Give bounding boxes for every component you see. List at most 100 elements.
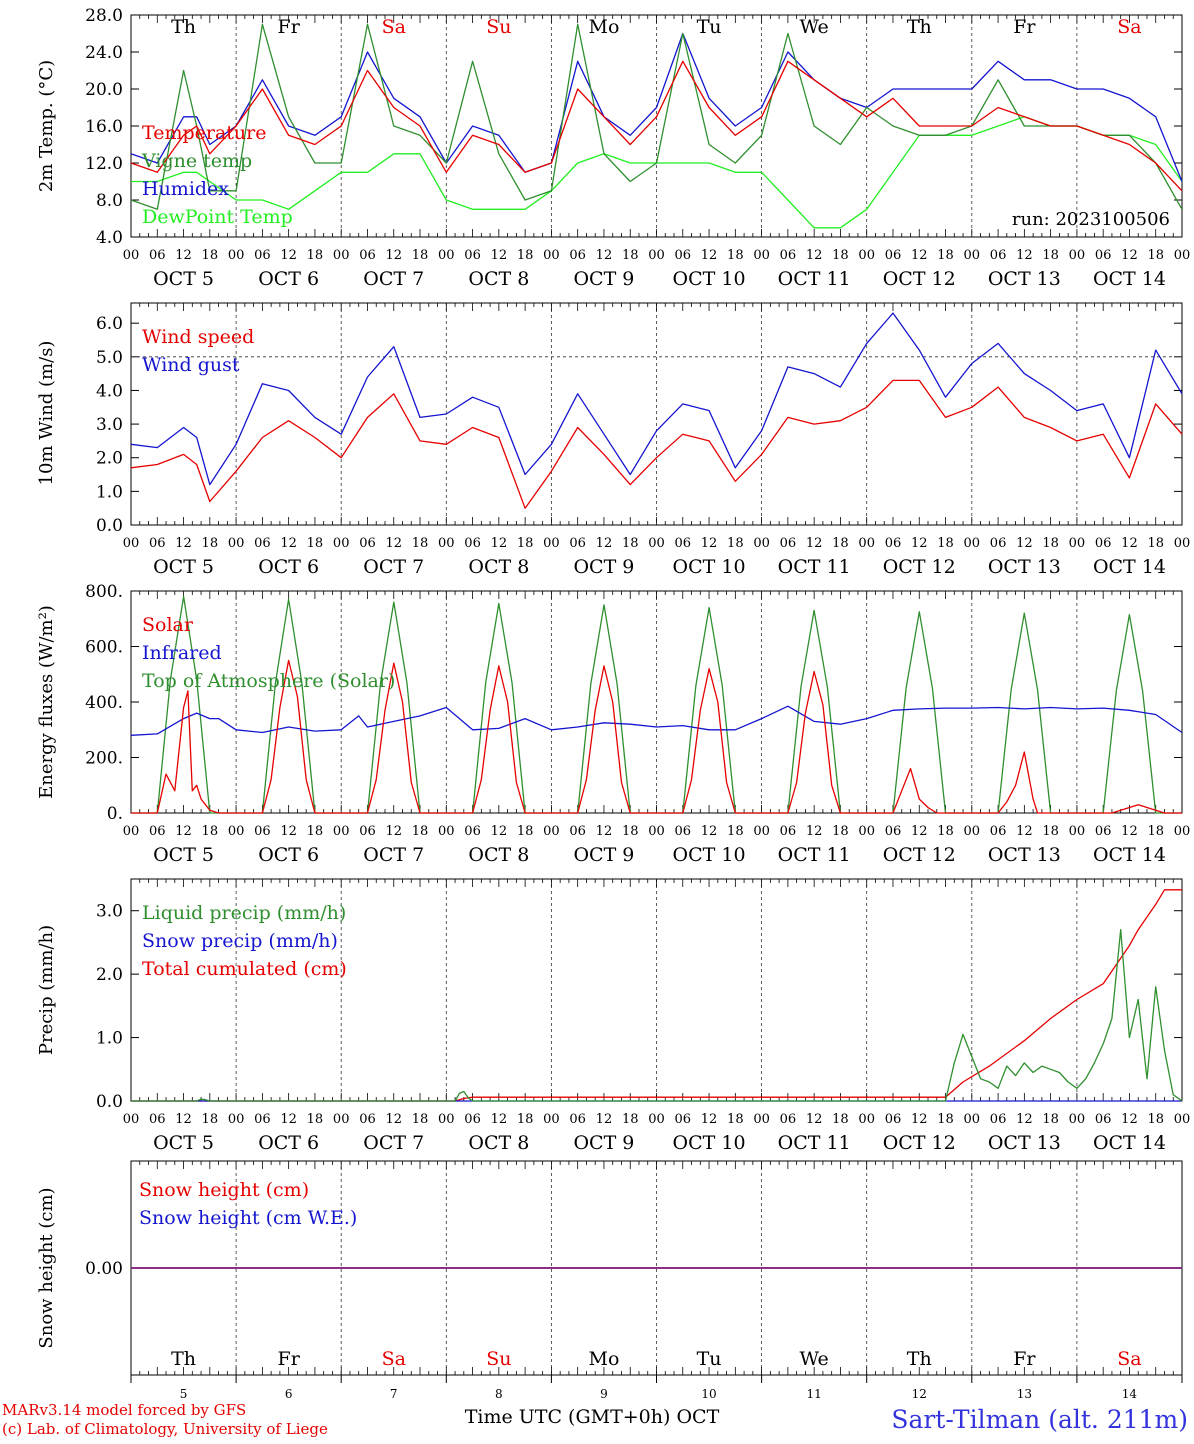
hour-tick-label: 06 [780, 248, 797, 263]
date-label: OCT 14 [1093, 268, 1166, 290]
legend-entry: Snow height (cm W.E.) [139, 1207, 357, 1229]
hour-tick-label: 12 [280, 824, 297, 839]
hour-tick-label: 00 [1069, 248, 1086, 263]
hour-tick-label: 06 [1095, 536, 1112, 551]
hour-tick-label: 06 [780, 536, 797, 551]
day-letter-top: Fr [1013, 16, 1036, 38]
day-letter-bottom: Sa [382, 1348, 406, 1370]
panel-1-ytick-label: 28.0 [85, 6, 123, 26]
panel-4-ytick-label: 1.0 [96, 1029, 123, 1049]
series-line-wind-speed [130, 379, 1183, 509]
hour-tick-label: 00 [543, 824, 560, 839]
day-letter-bottom: Su [486, 1348, 511, 1370]
hour-tick-label: 00 [123, 248, 140, 263]
hour-tick-label: 00 [543, 536, 560, 551]
day-letter-top: Sa [382, 16, 406, 38]
panel-5-ytick-label: 0.00 [85, 1259, 123, 1279]
hour-tick-label: 18 [517, 248, 534, 263]
hour-tick-label: 18 [832, 1112, 849, 1127]
hour-tick-label: 18 [412, 1112, 429, 1127]
hour-tick-label: 18 [1147, 824, 1164, 839]
date-label: OCT 10 [673, 1132, 746, 1154]
panel-1-ytick-label: 12.0 [85, 154, 123, 174]
hour-tick-label: 12 [1016, 824, 1033, 839]
hour-tick-label: 06 [254, 1112, 271, 1127]
hour-tick-label: 12 [911, 536, 928, 551]
station-name: Sart-Tilman (alt. 211m) [891, 1405, 1188, 1434]
hour-tick-label: 12 [806, 1112, 823, 1127]
hour-tick-label: 06 [149, 248, 166, 263]
hour-tick-label: 18 [307, 248, 324, 263]
hour-tick-label: 12 [911, 824, 928, 839]
hour-tick-label: 00 [123, 536, 140, 551]
day-letter-bottom: Fr [278, 1348, 301, 1370]
hour-tick-label: 00 [648, 1112, 665, 1127]
hour-tick-label: 12 [385, 824, 402, 839]
date-label: OCT 5 [153, 268, 214, 290]
day-letter-top: Tu [697, 16, 722, 38]
bottom-day-number: 10 [701, 1387, 716, 1401]
day-letter-top: Mo [588, 16, 619, 38]
hour-tick-label: 00 [1069, 824, 1086, 839]
hour-tick-label: 18 [202, 1112, 219, 1127]
day-letter-bottom: Sa [1117, 1348, 1141, 1370]
legend-entry: Snow precip (mm/h) [142, 930, 338, 952]
day-letter-bottom: Mo [588, 1348, 619, 1370]
hour-tick-label: 12 [175, 536, 192, 551]
date-label: OCT 14 [1093, 556, 1166, 578]
date-label: OCT 13 [988, 556, 1061, 578]
series-line-total-cumulated-cm- [131, 889, 1182, 1102]
legend-entry: Infrared [142, 642, 222, 664]
bottom-day-number: 11 [807, 1387, 822, 1401]
hour-tick-label: 12 [1121, 536, 1138, 551]
hour-tick-label: 12 [175, 1112, 192, 1127]
day-letter-bottom: Th [171, 1348, 196, 1370]
hour-tick-label: 00 [964, 824, 981, 839]
hour-tick-label: 06 [675, 248, 692, 263]
hour-tick-label: 18 [1042, 1112, 1059, 1127]
date-label: OCT 7 [363, 268, 424, 290]
legend-entry: Humidex [142, 178, 229, 200]
panel-2-ytick-label: 4.0 [96, 381, 123, 401]
legend-entry: Solar [142, 614, 194, 636]
hour-tick-label: 18 [727, 248, 744, 263]
day-letter-top: We [800, 16, 829, 38]
date-label: OCT 6 [258, 844, 319, 866]
hour-tick-label: 06 [990, 536, 1007, 551]
hour-tick-label: 00 [858, 824, 875, 839]
hour-tick-label: 12 [280, 248, 297, 263]
hour-tick-label: 18 [1042, 248, 1059, 263]
date-label: OCT 12 [883, 1132, 956, 1154]
panel-3-ytick-label: 400. [85, 693, 123, 713]
hour-tick-label: 06 [464, 824, 481, 839]
hour-tick-label: 06 [569, 536, 586, 551]
hour-tick-label: 00 [438, 1112, 455, 1127]
hour-tick-label: 18 [622, 824, 639, 839]
hour-tick-label: 06 [464, 536, 481, 551]
panel-2-ytick-label: 0.0 [96, 516, 123, 536]
hour-tick-label: 00 [1174, 1112, 1191, 1127]
hour-tick-label: 12 [596, 824, 613, 839]
hour-tick-label: 00 [438, 536, 455, 551]
hour-tick-label: 06 [359, 824, 376, 839]
day-letter-top: Th [907, 16, 932, 38]
panel-3-ytick-label: 600. [85, 638, 123, 658]
hour-tick-label: 06 [1095, 248, 1112, 263]
hour-tick-label: 00 [753, 824, 770, 839]
date-label: OCT 11 [778, 1132, 851, 1154]
series-line-solar [131, 659, 1182, 814]
hour-tick-label: 18 [412, 248, 429, 263]
hour-tick-label: 18 [622, 536, 639, 551]
hour-tick-label: 06 [254, 536, 271, 551]
series-line-dewpoint-temp [131, 116, 1183, 229]
panel-4-ylabel: Precip (mm/h) [36, 925, 57, 1055]
x-axis-title: Time UTC (GMT+0h) OCT [465, 1406, 720, 1428]
hour-tick-label: 12 [701, 824, 718, 839]
hour-tick-label: 00 [964, 248, 981, 263]
hour-tick-label: 00 [648, 824, 665, 839]
date-label: OCT 9 [573, 844, 634, 866]
panel-3-ylabel: Energy fluxes (W/m²) [36, 605, 57, 799]
hour-tick-label: 12 [491, 248, 508, 263]
date-label: OCT 9 [573, 268, 634, 290]
hour-tick-label: 18 [202, 536, 219, 551]
